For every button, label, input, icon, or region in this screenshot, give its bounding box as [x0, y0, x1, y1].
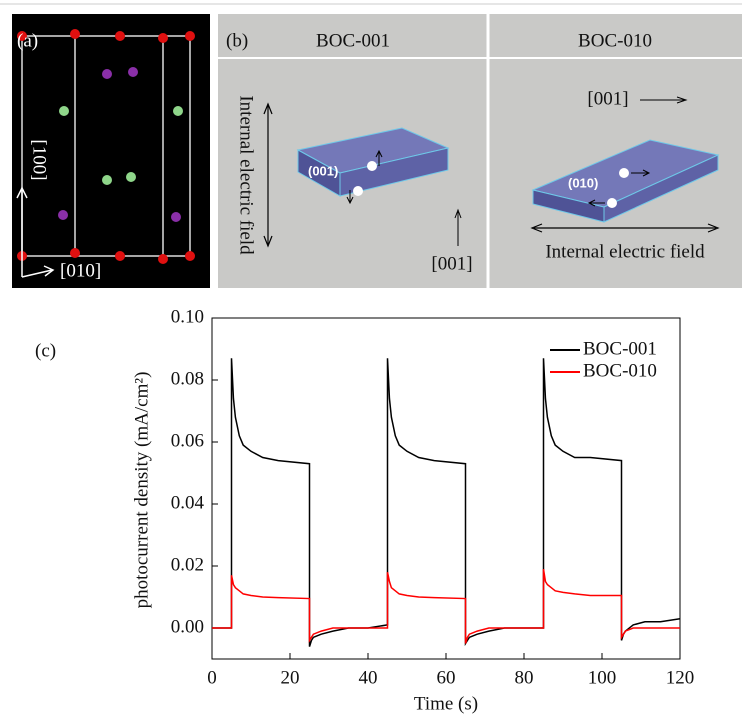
y-tick-label: 0.06 [171, 430, 204, 451]
legend-label: BOC-010 [583, 360, 657, 381]
axis-label: [010] [60, 260, 101, 281]
direction-label: [001] [587, 88, 628, 109]
panel-label: (b) [226, 30, 248, 51]
facet-label: (010) [568, 175, 598, 190]
data-line [212, 568, 680, 644]
field-label: Internal electric field [545, 241, 705, 262]
x-tick-label: 40 [359, 667, 378, 688]
y-tick-label: 0.10 [171, 306, 204, 327]
direction-label: [001] [431, 253, 472, 274]
x-tick-label: 120 [666, 667, 695, 688]
facet-label: (001) [308, 163, 338, 178]
legend-label: BOC-001 [583, 338, 657, 359]
field-label: Internal electric field [236, 95, 257, 255]
y-tick-label: 0.04 [171, 492, 205, 513]
y-tick-label: 0.02 [171, 554, 204, 575]
field-arrow [530, 223, 720, 233]
x-tick-label: 20 [281, 667, 300, 688]
x-tick-label: 80 [515, 667, 534, 688]
direction-arrow [640, 96, 688, 104]
cl-atoms [59, 106, 183, 185]
data-line [212, 358, 681, 647]
slab [296, 127, 450, 205]
panel-title: BOC-001 [316, 30, 390, 51]
panel-label: (c) [35, 340, 56, 361]
x-tick-label: 100 [588, 667, 617, 688]
y-tick-label: 0.00 [171, 616, 204, 637]
o-atoms [17, 29, 195, 264]
x-tick-label: 60 [437, 667, 456, 688]
field-arrow [263, 102, 273, 248]
y-axis-label: photocurrent density (mA/cm²) [131, 372, 152, 609]
x-axis-label: Time (s) [414, 693, 478, 714]
axis-arrows [16, 186, 55, 278]
panel-title: BOC-010 [578, 30, 652, 51]
slab [531, 139, 720, 223]
axis-label: [100] [29, 139, 50, 180]
x-tick-label: 0 [207, 667, 217, 688]
unit-cell [21, 34, 191, 258]
panel-a-bg [12, 14, 210, 288]
direction-arrow [454, 208, 462, 246]
panel-label: (a) [17, 30, 38, 51]
bi-atoms [58, 67, 181, 222]
y-tick-label: 0.08 [171, 368, 204, 389]
